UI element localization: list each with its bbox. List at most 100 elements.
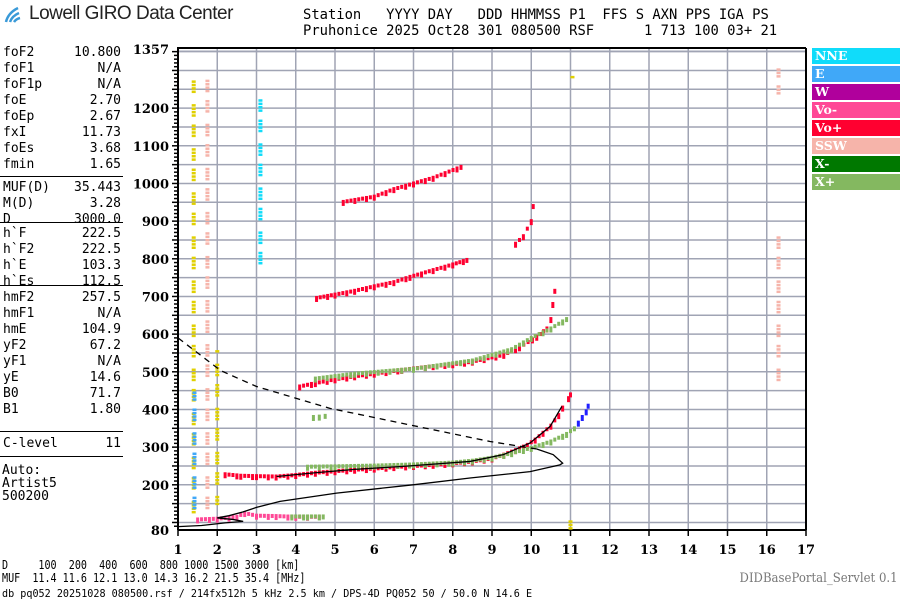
electron-density-profile [177,448,564,528]
echo-point [325,375,329,382]
echo-point [349,372,353,379]
echo-point [404,367,408,372]
echo-point [205,367,210,371]
y-tick-label: 1200 [133,102,169,117]
echo-point [203,517,207,522]
logo: Lowell GIRO Data Center [4,3,233,25]
echo-point [463,360,467,367]
echo-point [565,317,569,323]
echo-point [191,331,196,334]
echo-point [251,512,255,517]
header-columns: Station YYYY DAY DDD HHMMSS P1 FFS S AXN… [303,7,769,23]
divider [0,176,123,177]
echo-point [372,466,376,473]
param-value: 1.65 [89,157,121,172]
profile-extrapolation-dashed [177,337,537,450]
echo-point [419,462,423,467]
echo-point [309,464,313,469]
echo-point [192,418,197,422]
echo-point [215,383,220,387]
echo-point [205,486,210,489]
echo-point [205,171,210,174]
echo-point [360,371,364,376]
echo-point [205,238,210,242]
echo-point [191,90,196,94]
echo-point [191,510,196,514]
echo-point [490,455,494,462]
echo-point [247,473,251,478]
echo-point [191,236,196,239]
echo-point [205,83,210,86]
muf-row: MUF 11.4 11.6 12.1 13.0 14.3 16.2 21.5 3… [2,571,306,585]
echo-point [415,180,419,185]
y-tick-label: 900 [142,215,169,230]
echo-point [514,241,518,248]
echo-point [191,131,196,134]
echo-point [360,373,364,378]
echo-point [776,354,781,358]
echo-point [231,515,235,520]
echo-point [455,166,459,173]
echo-point [205,327,210,330]
echo-point [396,185,400,190]
echo-point [192,486,197,489]
echo-point [205,79,210,83]
x-tick-label: 13 [640,543,658,558]
echo-point [278,514,282,519]
echo-point [258,231,263,234]
echo-point [498,350,502,355]
echo-point [400,462,404,467]
echo-point [364,370,368,377]
echo-point [205,459,210,462]
echo-point [525,446,529,451]
echo-point [205,262,210,266]
y-tick-label: 1357 [133,43,169,58]
echo-point [302,383,306,388]
echo-point [427,269,431,274]
echo-point [776,331,781,334]
echo-point [191,378,196,382]
echo-point [258,119,263,123]
param-value: N/A [97,77,121,92]
echo-point [258,167,263,170]
echo-point [506,348,510,355]
echo-point [205,476,210,479]
echo-point [192,435,197,439]
echo-point [337,291,341,296]
echo-point [545,328,549,333]
echo-point [576,420,580,427]
param-row: foEs 3.68 [3,141,121,157]
echo-point [482,456,486,463]
echo-point [192,394,197,398]
echo-point [568,527,573,530]
echo-point [205,123,210,127]
echo-point [557,321,561,326]
echo-point [258,163,263,167]
echo-point [191,327,196,331]
echo-point [205,344,210,347]
echo-point [247,511,251,516]
echo-point [223,515,227,520]
echo-point [357,371,361,376]
echo-point [205,232,210,235]
echo-point [384,463,388,470]
echo-point [205,479,210,483]
echo-point [506,452,510,457]
echo-point [514,450,518,455]
echo-point [192,438,197,442]
echo-point [205,442,210,445]
echo-point [313,514,317,519]
echo-point [258,211,263,214]
echo-point [345,199,349,204]
echo-point [384,369,388,374]
param-row: foEp 2.67 [3,109,121,125]
echo-point [251,474,255,481]
echo-point [258,261,263,265]
echo-point [205,499,210,503]
echo-point [541,330,545,337]
echo-point [205,215,210,218]
param-row: foF1p N/A [3,77,121,93]
param-row: hmE 104.9 [3,322,121,338]
echo-point [431,268,435,275]
echo-point [408,367,412,372]
